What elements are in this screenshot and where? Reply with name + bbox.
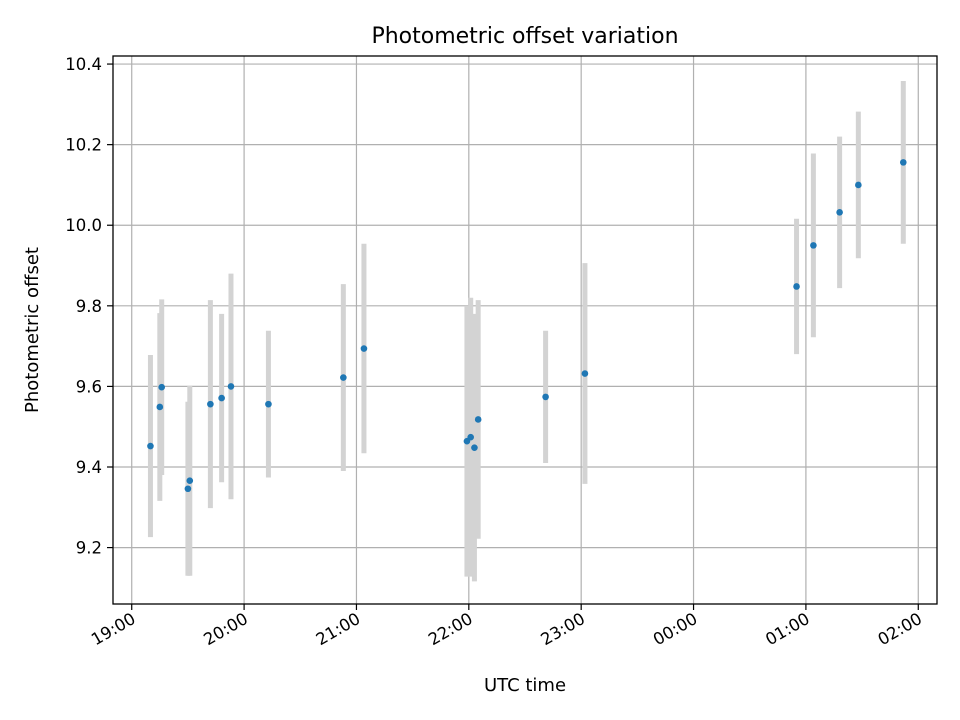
data-point (836, 209, 843, 216)
plot-frame (112, 55, 938, 605)
data-point (218, 394, 225, 402)
x-tick-label: 20:00 (200, 609, 251, 649)
x-axis-ticks: 19:00 20:00 21:00 22:00 23:00 00:00 01:00 02:00 (88, 604, 925, 649)
error-bars (147, 80, 906, 582)
y-axis-ticks: 9.2 9.4 9.6 9.8 10.0 10.2 10.4 (65, 55, 113, 558)
data-point (186, 477, 194, 485)
y-tick-label: 10.2 (65, 136, 102, 155)
x-tick-label: 02:00 (875, 609, 926, 649)
data-point (184, 485, 192, 493)
x-axis-label: UTC time (484, 675, 566, 696)
x-tick-label: 01:00 (762, 609, 813, 649)
data-point (542, 393, 549, 401)
data-point (471, 444, 478, 451)
data-point (147, 442, 154, 450)
data-point (207, 400, 214, 408)
data-point (899, 159, 907, 166)
data-point (810, 242, 817, 249)
data-point (227, 383, 235, 390)
y-tick-label: 10.4 (65, 55, 102, 74)
data-point (474, 416, 482, 423)
y-tick-label: 9.6 (76, 377, 102, 396)
data-point (793, 283, 800, 290)
x-tick-label: 19:00 (88, 609, 139, 649)
x-tick-label: 23:00 (537, 609, 588, 649)
y-tick-label: 9.2 (76, 539, 102, 558)
data-point (855, 181, 862, 189)
y-tick-label: 9.8 (76, 297, 102, 316)
chart-title: Photometric offset variation (371, 24, 678, 49)
data-points (147, 159, 907, 493)
data-point (158, 383, 165, 391)
x-tick-label: 21:00 (313, 609, 364, 649)
data-point (156, 403, 164, 411)
x-tick-label: 22:00 (425, 609, 476, 649)
grid-lines (113, 56, 937, 604)
data-point (581, 370, 589, 377)
y-tick-label: 10.0 (65, 216, 102, 235)
data-point (467, 433, 474, 441)
y-tick-label: 9.4 (76, 458, 102, 477)
data-point (360, 345, 368, 352)
data-point (265, 400, 272, 408)
x-tick-label: 00:00 (650, 609, 701, 649)
data-point (340, 374, 347, 381)
y-axis-label: Photometric offset (22, 247, 43, 413)
